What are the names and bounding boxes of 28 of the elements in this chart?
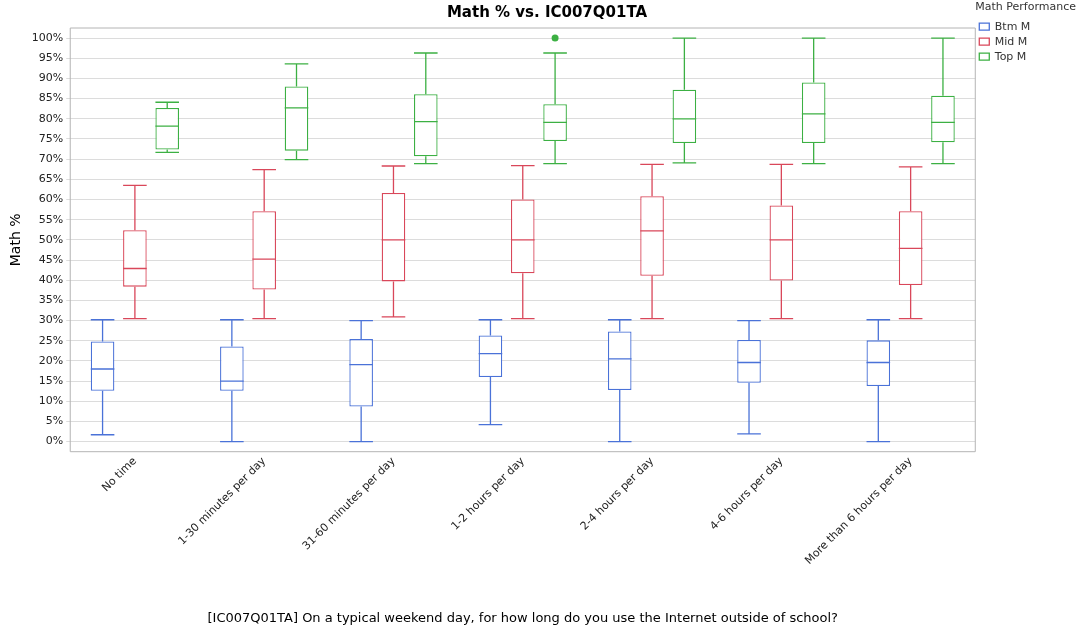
y-tick-label: 20% xyxy=(38,353,64,367)
y-tick-label: 50% xyxy=(38,232,64,246)
y-tick-label: 5% xyxy=(45,414,64,428)
legend-label: Btm M xyxy=(994,19,1031,33)
y-tick-label: 40% xyxy=(38,273,64,287)
y-tick-label: 65% xyxy=(38,172,64,186)
y-tick-label: 15% xyxy=(38,373,64,387)
y-tick-label: 35% xyxy=(38,293,64,307)
y-tick-label: 90% xyxy=(38,71,64,85)
x-axis-title: [IC007Q01TA] On a typical weekend day, for how long do you use the Internet outside of school? xyxy=(207,609,839,625)
y-tick-label: 75% xyxy=(38,131,64,145)
legend-title: Math Performance xyxy=(975,0,1077,14)
y-tick-label: 100% xyxy=(31,30,64,44)
y-tick-label: 10% xyxy=(38,394,64,408)
y-tick-label: 55% xyxy=(38,212,64,226)
chart-title: Math % vs. IC007Q01TA xyxy=(446,2,648,21)
legend-label: Top M xyxy=(993,49,1027,63)
y-tick-label: 70% xyxy=(38,152,64,166)
y-tick-label: 80% xyxy=(38,111,64,125)
y-tick-label: 25% xyxy=(38,333,64,347)
y-tick-label: 60% xyxy=(38,192,64,206)
y-tick-label: 30% xyxy=(38,313,64,327)
y-tick-label: 45% xyxy=(38,252,64,266)
y-axis-title: Math % xyxy=(7,213,24,267)
legend-label: Mid M xyxy=(994,34,1028,48)
y-tick-label: 85% xyxy=(38,91,64,105)
y-tick-label: 95% xyxy=(38,51,64,65)
y-tick-label: 0% xyxy=(45,434,64,448)
